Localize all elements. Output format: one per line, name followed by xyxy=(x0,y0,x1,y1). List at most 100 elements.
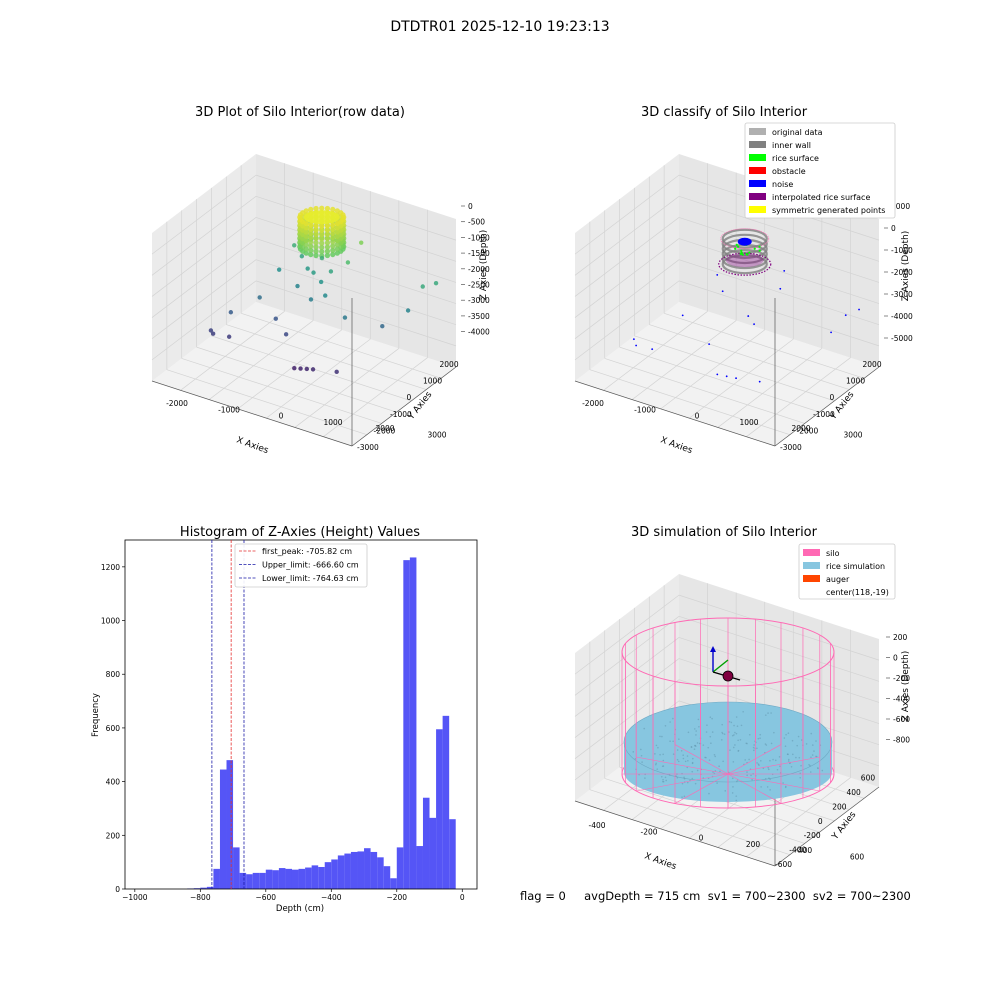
histogram-bar xyxy=(384,866,391,889)
rice-texture-point xyxy=(779,756,781,758)
rice-texture-point xyxy=(735,800,737,802)
rice-texture-point xyxy=(788,732,790,734)
rice-texture-point xyxy=(765,714,767,716)
histogram-y-tick-label: 200 xyxy=(106,831,121,840)
rice-texture-point xyxy=(707,747,709,749)
raw-data-point xyxy=(434,281,438,285)
rice-texture-point xyxy=(733,747,735,749)
simulation-y-tick-label: 0 xyxy=(818,817,823,826)
rice-texture-point xyxy=(709,759,711,761)
raw-data-point xyxy=(334,370,338,374)
rice-texture-point xyxy=(721,739,723,741)
classify-x-tick-label: -2000 xyxy=(582,399,604,408)
histogram-bar xyxy=(292,870,299,889)
rice-texture-point xyxy=(710,742,712,744)
histogram-bar xyxy=(338,855,345,889)
rice-texture-point xyxy=(799,757,801,759)
histogram-bar xyxy=(344,854,351,889)
rice-texture-point xyxy=(683,776,685,778)
rice-texture-point xyxy=(687,782,689,784)
rice-texture-point xyxy=(710,716,712,718)
rice-texture-point xyxy=(769,789,771,791)
rice-texture-point xyxy=(714,754,716,756)
status-line: flag = 0 avgDepth = 715 cm sv1 = 700~230… xyxy=(520,889,911,903)
classify-noise-point xyxy=(716,274,718,276)
rice-texture-point xyxy=(744,759,746,761)
rice-texture-point xyxy=(732,786,734,788)
rice-texture-point xyxy=(641,755,643,757)
classify-legend-frame xyxy=(745,123,895,218)
classify-noise-point xyxy=(759,381,761,383)
rice-texture-point xyxy=(733,761,735,763)
classify-z-tick-label: -5000 xyxy=(891,334,913,343)
classify-rice-surface-point xyxy=(759,250,761,252)
raw-data-title: 3D Plot of Silo Interior(row data) xyxy=(195,105,405,120)
classify-rice-surface-point xyxy=(748,251,750,253)
rice-texture-point xyxy=(788,760,790,762)
histogram-bar xyxy=(423,798,430,889)
histogram-bar xyxy=(364,848,371,889)
raw-data-y-tick-label: 2000 xyxy=(440,360,459,369)
classify-x-tick-label: 1000 xyxy=(739,418,758,427)
raw-data-cluster-point xyxy=(313,223,318,228)
rice-texture-point xyxy=(719,771,721,773)
classify-legend-swatch xyxy=(749,180,766,187)
rice-texture-point xyxy=(678,738,680,740)
rice-texture-point xyxy=(775,760,777,762)
rice-texture-point xyxy=(800,765,802,767)
rice-texture-point xyxy=(791,766,793,768)
classify-x-tick-label: 0 xyxy=(695,412,700,421)
rice-texture-point xyxy=(712,731,714,733)
rice-texture-point xyxy=(721,732,723,734)
raw-data-point xyxy=(295,284,299,288)
raw-data-point xyxy=(292,366,296,370)
simulation-y-tick-label: -400 xyxy=(789,846,806,855)
rice-texture-point xyxy=(673,753,675,755)
rice-texture-point xyxy=(735,795,737,797)
histogram-bar xyxy=(371,852,378,889)
histogram-panel: Histogram of Z-Axies (Height) Values −10… xyxy=(91,525,477,914)
rice-texture-point xyxy=(662,781,664,783)
rice-texture-point xyxy=(788,759,790,761)
simulation-z-tick-label: 200 xyxy=(893,633,908,642)
histogram-legend-label: Lower_limit: -764.63 cm xyxy=(262,574,359,583)
raw-data-cluster-point xyxy=(325,206,330,211)
rice-texture-point xyxy=(685,761,687,763)
rice-texture-point xyxy=(784,737,786,739)
rice-texture-point xyxy=(748,759,750,761)
classify-noise-point xyxy=(845,314,847,316)
rice-texture-point xyxy=(694,748,696,750)
rice-texture-point xyxy=(692,758,694,760)
rice-texture-point xyxy=(684,778,686,780)
classify-interpolated-fill xyxy=(726,253,764,267)
rice-texture-point xyxy=(644,777,646,779)
histogram-bar xyxy=(213,869,220,889)
rice-texture-point xyxy=(799,777,801,779)
rice-texture-point xyxy=(654,753,656,755)
raw-data-x-tick-label: 1000 xyxy=(323,418,342,427)
raw-data-xlabel: X Axies xyxy=(235,435,270,456)
rice-texture-point xyxy=(756,747,758,749)
rice-texture-point xyxy=(716,782,718,784)
rice-texture-point xyxy=(721,724,723,726)
rice-texture-point xyxy=(779,765,781,767)
rice-texture-point xyxy=(714,756,716,758)
raw-data-x-tick-label: 0 xyxy=(279,412,284,421)
rice-texture-point xyxy=(655,764,657,766)
raw-data-zlabel: Z Axies (Depth) xyxy=(479,230,489,301)
classify-rice-surface-point xyxy=(742,254,744,256)
simulation-y-tick-label: 600 xyxy=(861,774,876,783)
rice-texture-point xyxy=(655,762,657,764)
rice-texture-point xyxy=(733,734,735,736)
raw-data-y-tick-label: -2000 xyxy=(374,426,396,435)
rice-texture-point xyxy=(662,779,664,781)
histogram-y-tick-label: 800 xyxy=(106,670,121,679)
rice-texture-point xyxy=(815,756,817,758)
classify-legend-label: symmetric generated points xyxy=(772,206,885,215)
rice-texture-point xyxy=(759,734,761,736)
classify-legend-label: interpolated rice surface xyxy=(772,193,870,202)
histogram-bar xyxy=(436,729,443,889)
classify-rice-surface-point xyxy=(754,248,756,250)
rice-texture-point xyxy=(759,737,761,739)
rice-texture-point xyxy=(681,796,683,798)
